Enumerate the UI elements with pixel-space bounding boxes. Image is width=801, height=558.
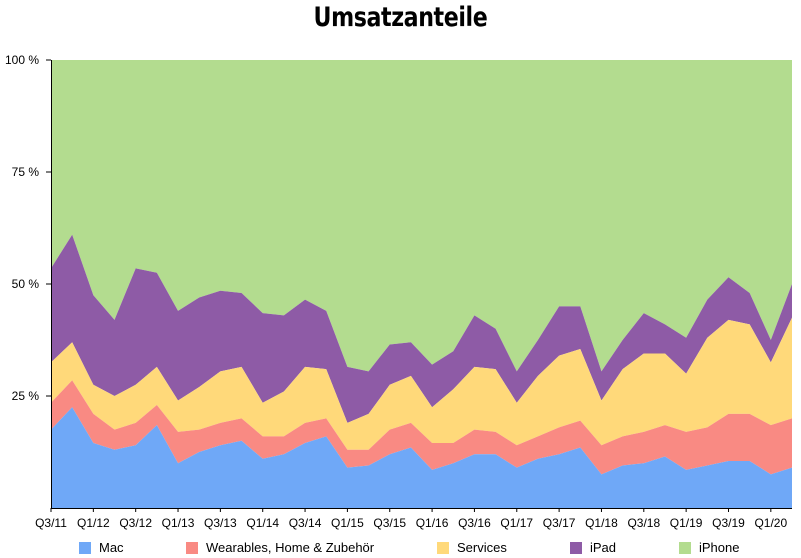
- legend-label: Mac: [99, 540, 124, 555]
- area-services: [51, 317, 792, 450]
- legend-swatch: [186, 541, 198, 554]
- legend-label: iPad: [590, 540, 617, 555]
- x-tick-label: Q3/17: [543, 516, 576, 530]
- area-iphone: [51, 60, 792, 372]
- x-tick-label: Q3/13: [204, 516, 237, 530]
- legend-item: Mac: [79, 540, 124, 555]
- x-tick-label: Q1/18: [585, 516, 618, 530]
- area-mac: [51, 407, 792, 508]
- legend-label: Services: [457, 540, 507, 555]
- y-tick-label: 50 %: [12, 277, 40, 291]
- x-tick-label: Q3/18: [627, 516, 660, 530]
- x-tick-label: Q3/15: [373, 516, 406, 530]
- legend-label: Wearables, Home & Zubehör: [206, 540, 375, 555]
- x-tick-label: Q1/12: [77, 516, 110, 530]
- x-tick-label: Q1/20: [754, 516, 787, 530]
- x-tick-label: Q1/13: [162, 516, 195, 530]
- x-tick-label: Q1/16: [416, 516, 449, 530]
- legend-label: iPhone: [699, 540, 740, 555]
- legend-item: Services: [437, 540, 507, 555]
- y-tick-label: 100 %: [5, 53, 39, 67]
- area-ipad: [51, 234, 792, 423]
- x-tick-label: Q1/19: [670, 516, 703, 530]
- area-wearables-home-zubeh-r: [51, 380, 792, 475]
- chart-title: Umsatzanteile: [313, 2, 488, 33]
- legend-swatch: [437, 541, 449, 554]
- x-tick-label: Q3/11: [35, 516, 67, 530]
- y-tick-label: 25 %: [12, 389, 40, 403]
- chart-legend: Mac Wearables, Home & Zubehör Services iPad…: [0, 540, 801, 558]
- y-tick-label: 75 %: [12, 165, 40, 179]
- legend-item: iPad: [570, 540, 616, 555]
- x-tick-label: Q3/19: [712, 516, 745, 530]
- legend-swatch: [570, 541, 582, 554]
- x-tick-label: Q1/17: [500, 516, 533, 530]
- x-tick-label: Q3/14: [289, 516, 322, 530]
- x-tick-label: Q1/14: [246, 516, 279, 530]
- x-tick-label: Q3/12: [119, 516, 152, 530]
- legend-item: iPhone: [679, 540, 739, 555]
- legend-item: Wearables, Home & Zubehör: [186, 540, 374, 555]
- legend-swatch: [79, 541, 91, 554]
- x-tick-label: Q1/15: [331, 516, 364, 530]
- legend-swatch: [679, 541, 691, 554]
- x-tick-label: Q3/16: [458, 516, 491, 530]
